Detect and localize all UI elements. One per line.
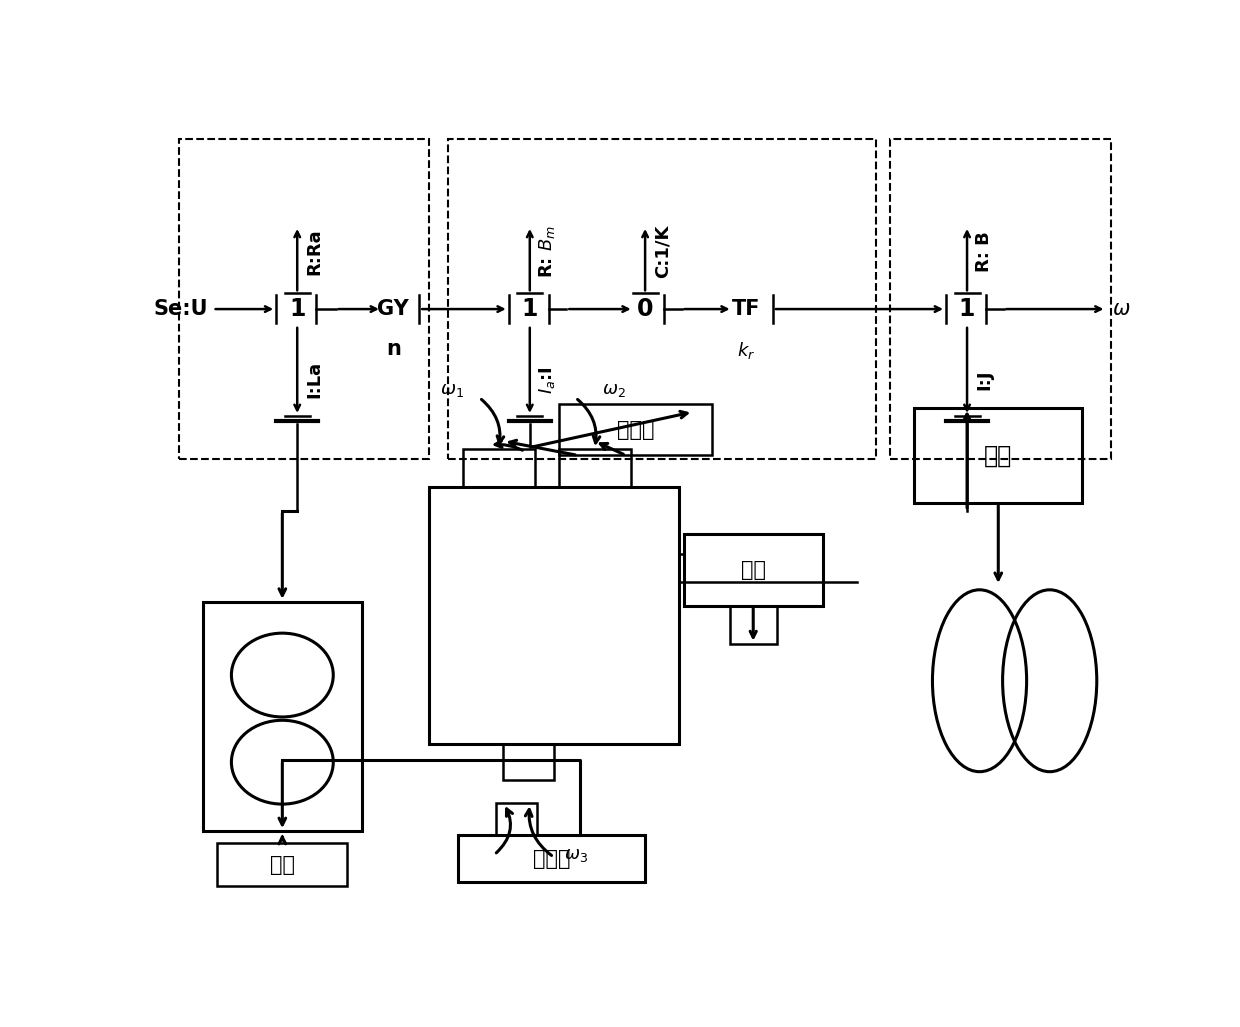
- Text: 驱动轴: 驱动轴: [533, 848, 570, 869]
- Text: 0: 0: [637, 297, 653, 321]
- Text: GY: GY: [377, 299, 409, 319]
- Text: $\omega_2$: $\omega_2$: [601, 381, 626, 398]
- Text: 电机: 电机: [270, 854, 295, 875]
- Text: 1: 1: [522, 297, 538, 321]
- Text: 关节: 关节: [985, 444, 1012, 467]
- Text: 齿轮组: 齿轮组: [616, 420, 655, 440]
- Text: C:1/K: C:1/K: [653, 225, 671, 278]
- Text: R: B: R: B: [976, 231, 993, 272]
- Text: R: $B_m$: R: $B_m$: [537, 225, 557, 278]
- Text: $k_r$: $k_r$: [737, 340, 755, 360]
- Text: 1: 1: [959, 297, 975, 321]
- Text: R:Ra: R:Ra: [305, 228, 324, 275]
- Text: I:La: I:La: [305, 362, 324, 398]
- Text: TF: TF: [732, 299, 760, 319]
- Text: n: n: [386, 339, 401, 358]
- Text: $\omega$: $\omega$: [1112, 299, 1131, 319]
- Text: 1: 1: [289, 297, 305, 321]
- Text: Se:U: Se:U: [154, 299, 208, 319]
- Text: 轴承: 轴承: [740, 560, 766, 580]
- Text: $\omega_1$: $\omega_1$: [440, 381, 465, 398]
- Text: $\omega_3$: $\omega_3$: [564, 845, 588, 864]
- Text: I:J: I:J: [976, 370, 993, 390]
- Text: $I_a$:I: $I_a$:I: [537, 366, 557, 393]
